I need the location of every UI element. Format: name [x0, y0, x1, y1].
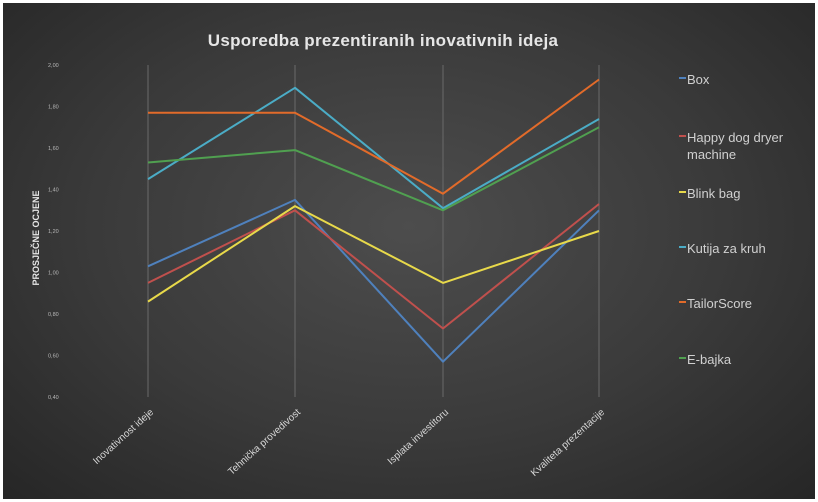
- y-axis-title: PROSJEČNE OCJENE: [31, 190, 41, 286]
- legend-swatch: [679, 301, 686, 303]
- x-tick-label: Isplata investitoru: [386, 407, 451, 467]
- legend-swatch: [679, 135, 686, 137]
- legend-swatch: [679, 357, 686, 359]
- series-line: [147, 203, 600, 330]
- legend-label: Box: [687, 72, 710, 87]
- legend-label: TailorScore: [687, 296, 753, 311]
- series-line: [147, 126, 600, 212]
- y-tick-label: 1,40: [48, 188, 59, 194]
- series-line: [147, 205, 600, 303]
- series-line: [147, 198, 600, 363]
- series-line: [148, 78, 600, 195]
- legend-label: Blink bag: [687, 186, 741, 201]
- y-tick-label: 1,00: [48, 271, 59, 277]
- line-chart: 0,40 0,60 0,80 1,00 1,20 1,40 1,60 1,80 2,00 Inov…: [48, 63, 607, 479]
- legend-swatch: [679, 191, 686, 193]
- series-line: [147, 86, 600, 210]
- y-tick-label: 1,20: [48, 229, 59, 235]
- legend-label: Happy dog dryer machine: [687, 130, 784, 162]
- legend-label: E-bajka: [687, 352, 732, 367]
- legend-label: Kutija za kruh: [687, 241, 766, 256]
- legend-swatch: [679, 246, 686, 248]
- y-tick-label: 1,80: [48, 105, 59, 111]
- chart-title: Usporedba prezentiranih inovativnih idej…: [207, 31, 559, 50]
- y-tick-label: 1,60: [48, 146, 59, 152]
- legend-swatch: [679, 77, 686, 79]
- x-tick-label: Tehnička provedivost: [226, 407, 303, 478]
- x-tick-label: Inovativnost ideje: [91, 407, 156, 467]
- y-tick-label: 0,60: [48, 354, 59, 360]
- y-tick-label: 2,00: [48, 63, 59, 69]
- y-tick-label: 0,40: [48, 395, 59, 401]
- x-tick-label: Kvaliteta prezentacije: [529, 407, 607, 479]
- y-tick-label: 0,80: [48, 312, 59, 318]
- chart-area: 0,40 0,60 0,80 1,00 1,20 1,40 1,60 1,80 2,00 Inov…: [3, 3, 815, 499]
